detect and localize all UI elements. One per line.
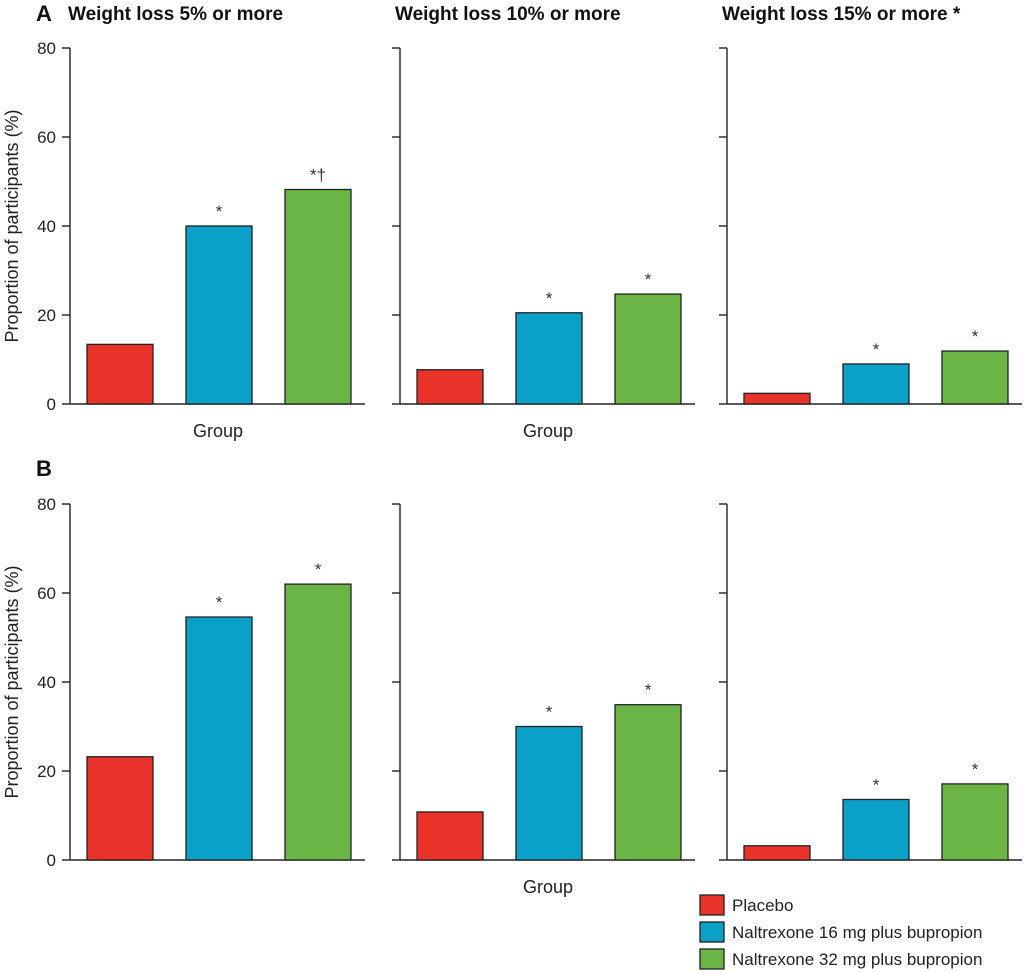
bar-naltrexone-16mg <box>185 225 253 405</box>
x-axis-label: Group <box>523 421 573 441</box>
bar-naltrexone-32mg <box>941 783 1009 861</box>
significance-marker: * <box>972 760 979 779</box>
significance-marker: * <box>645 681 652 700</box>
y-axis-label: Proportion of participants (%) <box>2 565 22 798</box>
significance-marker: * <box>315 560 322 579</box>
bar-naltrexone-16mg <box>515 312 583 405</box>
y-tick-label: 20 <box>37 306 56 325</box>
bar-naltrexone-32mg <box>614 293 682 405</box>
panel-title: Weight loss 15% or more * <box>722 4 961 25</box>
significance-marker: *† <box>310 166 326 185</box>
x-axis-label: Group <box>193 421 243 441</box>
bar-placebo <box>743 392 811 405</box>
y-tick-label: 60 <box>37 584 56 603</box>
legend-label: Placebo <box>732 896 793 915</box>
panel-letter: A <box>36 1 52 26</box>
significance-marker: * <box>216 593 223 612</box>
y-tick-label: 80 <box>37 39 56 58</box>
y-tick-label: 40 <box>37 217 56 236</box>
y-tick-label: 0 <box>47 395 56 414</box>
bar-placebo <box>86 756 154 861</box>
bar-placebo <box>743 845 811 861</box>
significance-marker: * <box>972 327 979 346</box>
panel-letter: B <box>36 456 52 481</box>
bar-naltrexone-32mg <box>941 350 1009 405</box>
significance-marker: * <box>216 202 223 221</box>
legend-swatch <box>699 894 725 916</box>
significance-marker: * <box>873 775 880 794</box>
significance-marker: * <box>546 289 553 308</box>
legend-swatch <box>699 921 725 943</box>
legend-swatch <box>699 948 725 970</box>
bar-naltrexone-16mg <box>842 798 910 861</box>
y-tick-label: 20 <box>37 762 56 781</box>
y-axis-label: Proportion of participants (%) <box>2 109 22 342</box>
bar-placebo <box>86 343 154 405</box>
significance-marker: * <box>873 340 880 359</box>
bar-placebo <box>416 369 484 405</box>
legend-label: Naltrexone 16 mg plus bupropion <box>732 923 982 942</box>
bar-naltrexone-32mg <box>284 188 352 405</box>
panel-title: Weight loss 10% or more <box>395 4 621 25</box>
panel-title: Weight loss 5% or more <box>68 4 283 25</box>
x-axis-label: Group <box>523 877 573 897</box>
y-tick-label: 60 <box>37 128 56 147</box>
bar-naltrexone-16mg <box>185 616 253 861</box>
significance-marker: * <box>645 270 652 289</box>
y-tick-label: 80 <box>37 495 56 514</box>
bar-naltrexone-32mg <box>614 704 682 861</box>
bar-naltrexone-32mg <box>284 583 352 861</box>
y-tick-label: 0 <box>47 851 56 870</box>
bar-naltrexone-16mg <box>842 363 910 405</box>
bar-naltrexone-16mg <box>515 725 583 861</box>
bar-placebo <box>416 811 484 861</box>
significance-marker: * <box>546 703 553 722</box>
y-tick-label: 40 <box>37 673 56 692</box>
legend-label: Naltrexone 32 mg plus bupropion <box>732 950 982 969</box>
